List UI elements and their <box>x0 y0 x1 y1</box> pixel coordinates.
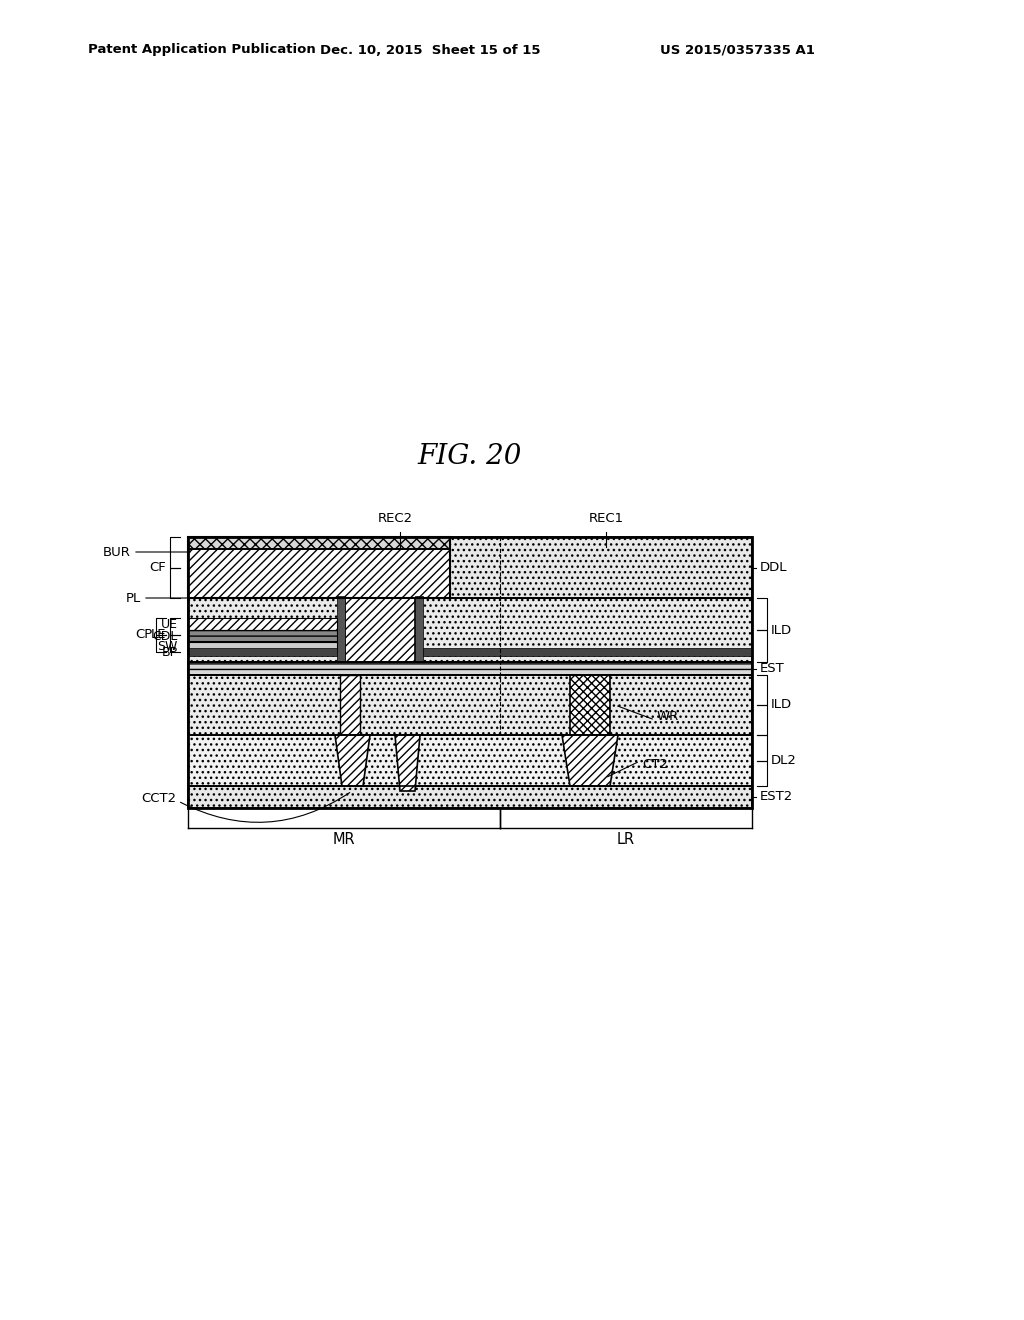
Polygon shape <box>395 735 420 791</box>
Text: DL2: DL2 <box>771 754 797 767</box>
Bar <box>188 785 752 808</box>
Text: US 2015/0357335 A1: US 2015/0357335 A1 <box>660 44 815 57</box>
Polygon shape <box>562 735 618 785</box>
Text: REC1: REC1 <box>589 512 624 525</box>
Bar <box>337 597 345 663</box>
Text: EST2: EST2 <box>760 791 794 804</box>
Text: BUR: BUR <box>103 545 131 558</box>
Text: Patent Application Publication: Patent Application Publication <box>88 44 315 57</box>
Text: Dec. 10, 2015  Sheet 15 of 15: Dec. 10, 2015 Sheet 15 of 15 <box>319 44 541 57</box>
Text: EST: EST <box>760 663 784 675</box>
Bar <box>188 537 752 808</box>
Bar <box>570 675 610 735</box>
Text: REC2: REC2 <box>378 512 413 525</box>
Text: SW: SW <box>158 640 178 653</box>
Text: CT2: CT2 <box>642 758 668 771</box>
Text: LR: LR <box>616 833 635 847</box>
Text: CP: CP <box>135 628 152 642</box>
Bar <box>188 663 752 675</box>
Text: CF: CF <box>150 561 166 574</box>
Text: BP: BP <box>162 645 178 659</box>
Text: ILD: ILD <box>771 623 793 636</box>
Text: FIG. 20: FIG. 20 <box>418 444 522 470</box>
Bar <box>415 597 423 663</box>
Bar <box>188 663 752 675</box>
Text: LE: LE <box>151 628 166 642</box>
Bar <box>188 618 337 630</box>
Text: CCT2: CCT2 <box>141 792 176 804</box>
Text: MR: MR <box>333 833 355 847</box>
Bar <box>188 642 337 652</box>
Bar <box>345 598 415 663</box>
Bar <box>188 735 752 785</box>
Text: ILD: ILD <box>771 698 793 711</box>
Bar <box>188 537 752 598</box>
Bar <box>188 598 752 663</box>
Bar <box>340 675 360 735</box>
Bar <box>188 537 450 598</box>
Text: PL: PL <box>126 591 141 605</box>
Bar <box>188 630 337 642</box>
Bar <box>188 549 450 598</box>
Text: DDL: DDL <box>760 561 787 574</box>
Text: UE: UE <box>161 618 178 631</box>
Bar <box>188 537 450 598</box>
Text: CDL: CDL <box>153 630 178 643</box>
Bar <box>188 648 337 656</box>
Bar <box>188 675 752 735</box>
Polygon shape <box>335 735 370 785</box>
Text: WR: WR <box>657 710 679 723</box>
Bar <box>423 648 752 656</box>
